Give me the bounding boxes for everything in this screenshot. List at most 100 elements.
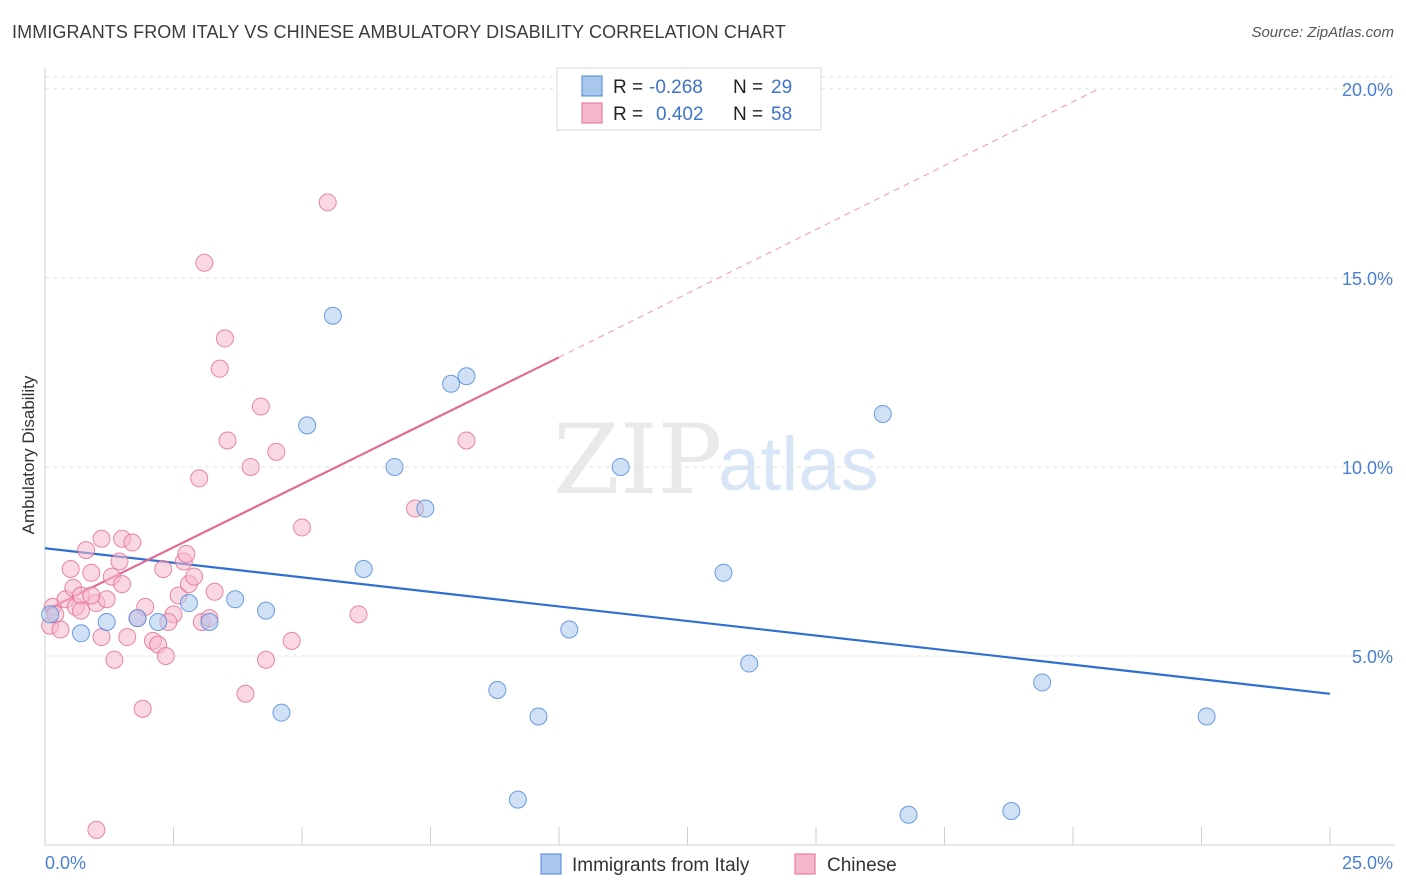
point-italy: [1033, 673, 1052, 692]
point-italy: [257, 601, 276, 620]
y-tick-label: 10.0%: [1342, 458, 1393, 478]
y-tick-label: 20.0%: [1342, 80, 1393, 100]
legend-n-label-italy: N =: [733, 77, 763, 98]
point-italy: [1197, 707, 1216, 726]
legend-n-value-chinese: 58: [771, 104, 792, 125]
point-italy: [200, 612, 219, 631]
trend-lines: [44, 88, 1331, 695]
x-tick-label: 0.0%: [45, 853, 86, 873]
point-italy: [416, 499, 435, 518]
point-italy: [71, 624, 90, 643]
watermark-atlas: atlas: [718, 422, 879, 507]
legend-r-value-italy: -0.268: [649, 77, 703, 98]
point-italy: [97, 612, 116, 631]
point-chinese: [215, 329, 234, 348]
data-points: [41, 193, 1216, 839]
point-italy: [508, 790, 527, 809]
point-chinese: [190, 469, 209, 488]
point-chinese: [177, 544, 196, 563]
trend-line-chinese: [44, 356, 560, 612]
point-chinese: [82, 586, 101, 605]
point-chinese: [92, 628, 111, 647]
point-chinese: [133, 699, 152, 718]
point-italy: [1002, 801, 1021, 820]
point-chinese: [457, 431, 476, 450]
y-axis-label: Ambulatory Disability: [19, 375, 38, 534]
bottom-legend-swatch-chinese: [794, 853, 816, 875]
point-italy: [128, 609, 147, 628]
point-chinese: [154, 560, 173, 579]
point-chinese: [61, 560, 80, 579]
point-italy: [873, 405, 892, 424]
legend-r-label-italy: R =: [613, 77, 643, 98]
point-chinese: [293, 518, 311, 537]
point-chinese: [113, 575, 132, 594]
point-italy: [488, 681, 507, 699]
point-italy: [442, 374, 461, 393]
point-chinese: [251, 397, 270, 416]
watermark-zip: ZIP: [553, 404, 722, 516]
legend-swatch-chinese: [581, 102, 603, 124]
legend-n-value-italy: 29: [771, 77, 792, 98]
point-italy: [298, 416, 317, 435]
legend-n-label-chinese: N =: [733, 104, 763, 125]
point-italy: [385, 457, 404, 476]
point-chinese: [210, 359, 229, 378]
point-chinese: [105, 650, 124, 669]
point-chinese: [185, 567, 204, 586]
source-label: Source: ZipAtlas.com: [1251, 24, 1394, 41]
point-chinese: [236, 684, 255, 703]
point-italy: [226, 590, 245, 609]
point-italy: [560, 620, 579, 639]
point-italy: [529, 707, 548, 726]
trend-line-italy: [44, 547, 1331, 695]
series-legend: Immigrants from Italy Chinese: [540, 853, 897, 876]
trend-extension-chinese: [558, 88, 1099, 358]
point-chinese: [82, 563, 101, 582]
bottom-legend-swatch-italy: [540, 853, 562, 875]
point-chinese: [218, 431, 237, 450]
correlation-legend: R = -0.268 N = 29 R = 0.402 N = 58: [556, 67, 822, 131]
axes: [44, 68, 1395, 846]
point-chinese: [195, 253, 214, 272]
point-italy: [149, 612, 168, 631]
x-tick-label: 25.0%: [1342, 853, 1393, 873]
point-chinese: [257, 650, 276, 669]
y-tick-label: 5.0%: [1352, 647, 1393, 667]
point-chinese: [267, 442, 286, 461]
point-italy: [179, 594, 198, 613]
point-chinese: [97, 590, 116, 609]
point-chinese: [123, 533, 142, 552]
tick-labels: 5.0% 10.0% 15.0% 20.0% 0.0% 25.0%: [45, 80, 1393, 873]
point-italy: [457, 367, 476, 386]
point-italy: [354, 560, 373, 579]
point-chinese: [318, 193, 337, 212]
point-chinese: [92, 529, 111, 548]
y-tick-label: 15.0%: [1342, 269, 1393, 289]
point-chinese: [77, 541, 96, 560]
legend-r-value-chinese: 0.402: [656, 104, 704, 125]
point-italy: [323, 306, 342, 325]
point-chinese: [87, 820, 106, 839]
legend-r-label-chinese: R =: [613, 104, 643, 125]
bottom-legend-label-italy: Immigrants from Italy: [572, 855, 750, 876]
point-chinese: [110, 552, 129, 571]
point-chinese: [282, 631, 301, 650]
chart-title: IMMIGRANTS FROM ITALY VS CHINESE AMBULAT…: [12, 22, 787, 42]
point-italy: [740, 654, 759, 673]
point-chinese: [156, 646, 175, 665]
point-italy: [41, 605, 60, 624]
point-chinese: [118, 628, 137, 647]
bottom-legend-label-chinese: Chinese: [827, 855, 897, 876]
point-chinese: [241, 457, 260, 476]
point-italy: [272, 703, 291, 722]
point-chinese: [51, 620, 70, 639]
point-italy: [714, 563, 733, 582]
point-chinese: [349, 605, 368, 624]
point-chinese: [205, 582, 224, 601]
point-italy: [611, 457, 630, 476]
point-chinese: [71, 601, 90, 620]
legend-swatch-italy: [581, 75, 603, 97]
point-italy: [899, 805, 918, 824]
